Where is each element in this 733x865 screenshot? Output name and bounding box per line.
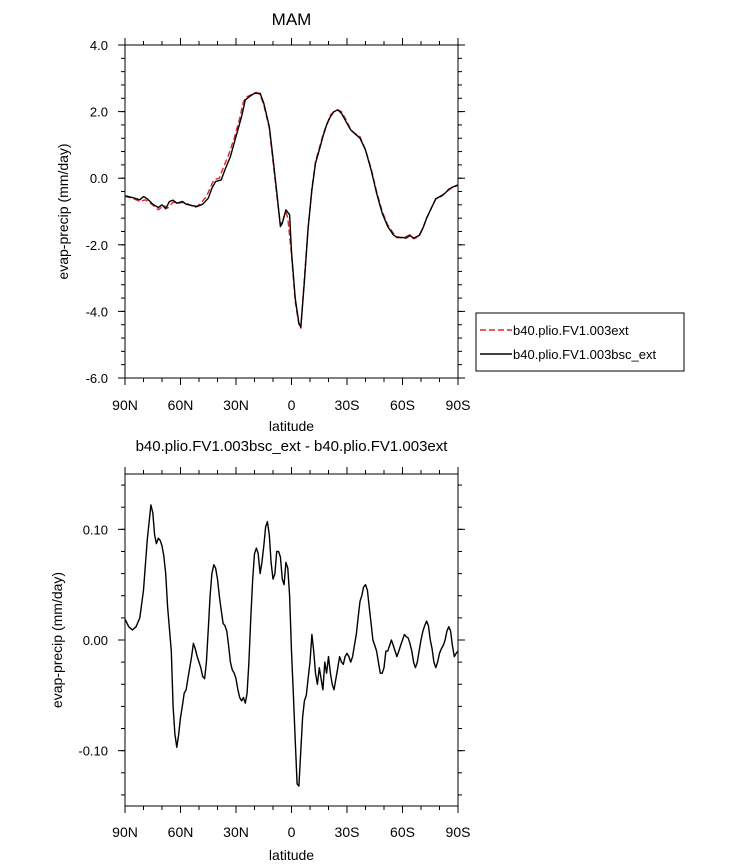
y-tick-label: -0.10 xyxy=(78,744,108,759)
y-tick-label: 0.10 xyxy=(83,522,108,537)
chart-title: MAM xyxy=(272,10,312,29)
y-tick-label: -4.0 xyxy=(86,304,108,319)
panel-top: MAM 90N 60N 30N 0 30S 60S 90S 4.0 2.0 0.0 -2.0 -4.0 -… xyxy=(55,10,470,434)
plot-frame xyxy=(124,44,459,379)
x-tick-label: 90N xyxy=(112,397,138,413)
legend-box xyxy=(475,312,685,372)
x-tick-label: 60N xyxy=(168,824,194,840)
x-tick-label: 0 xyxy=(288,824,296,840)
y-tick-label: -6.0 xyxy=(86,371,108,386)
y-axis-label: evap-precip (mm/day) xyxy=(55,143,71,279)
y-tick-label: 2.0 xyxy=(90,105,108,120)
legend-label: b40.plio.FV1.003bsc_ext xyxy=(513,347,656,362)
x-tick-label: 60N xyxy=(168,397,194,413)
x-tick-label: 30S xyxy=(335,824,360,840)
series-line xyxy=(124,91,459,329)
x-axis-label: latitude xyxy=(269,418,314,434)
legend: b40.plio.FV1.003ext b40.plio.FV1.003bsc_e… xyxy=(475,312,685,372)
y-axis-label: evap-precip (mm/day) xyxy=(49,572,65,708)
x-tick-label: 90S xyxy=(446,397,471,413)
series-line xyxy=(124,92,459,329)
panel-difference: b40.plio.FV1.003bsc_ext - b40.plio.FV1.0… xyxy=(49,438,470,863)
y-tick-label: -2.0 xyxy=(86,238,108,253)
x-tick-label: 30N xyxy=(223,824,249,840)
x-tick-label: 90N xyxy=(112,824,138,840)
legend-label: b40.plio.FV1.003ext xyxy=(513,323,629,338)
x-axis-label: latitude xyxy=(269,847,314,863)
x-tick-label: 60S xyxy=(390,397,415,413)
y-tick-label: 4.0 xyxy=(90,38,108,53)
x-tick-label: 0 xyxy=(288,397,296,413)
x-tick-label: 30N xyxy=(223,397,249,413)
series-line xyxy=(124,504,459,787)
y-tick-label: 0.0 xyxy=(90,171,108,186)
x-tick-label: 90S xyxy=(446,824,471,840)
x-tick-label: 30S xyxy=(335,397,360,413)
x-tick-label: 60S xyxy=(390,824,415,840)
y-tick-label: 0.00 xyxy=(83,633,108,648)
chart-title: b40.plio.FV1.003bsc_ext - b40.plio.FV1.0… xyxy=(136,438,449,455)
